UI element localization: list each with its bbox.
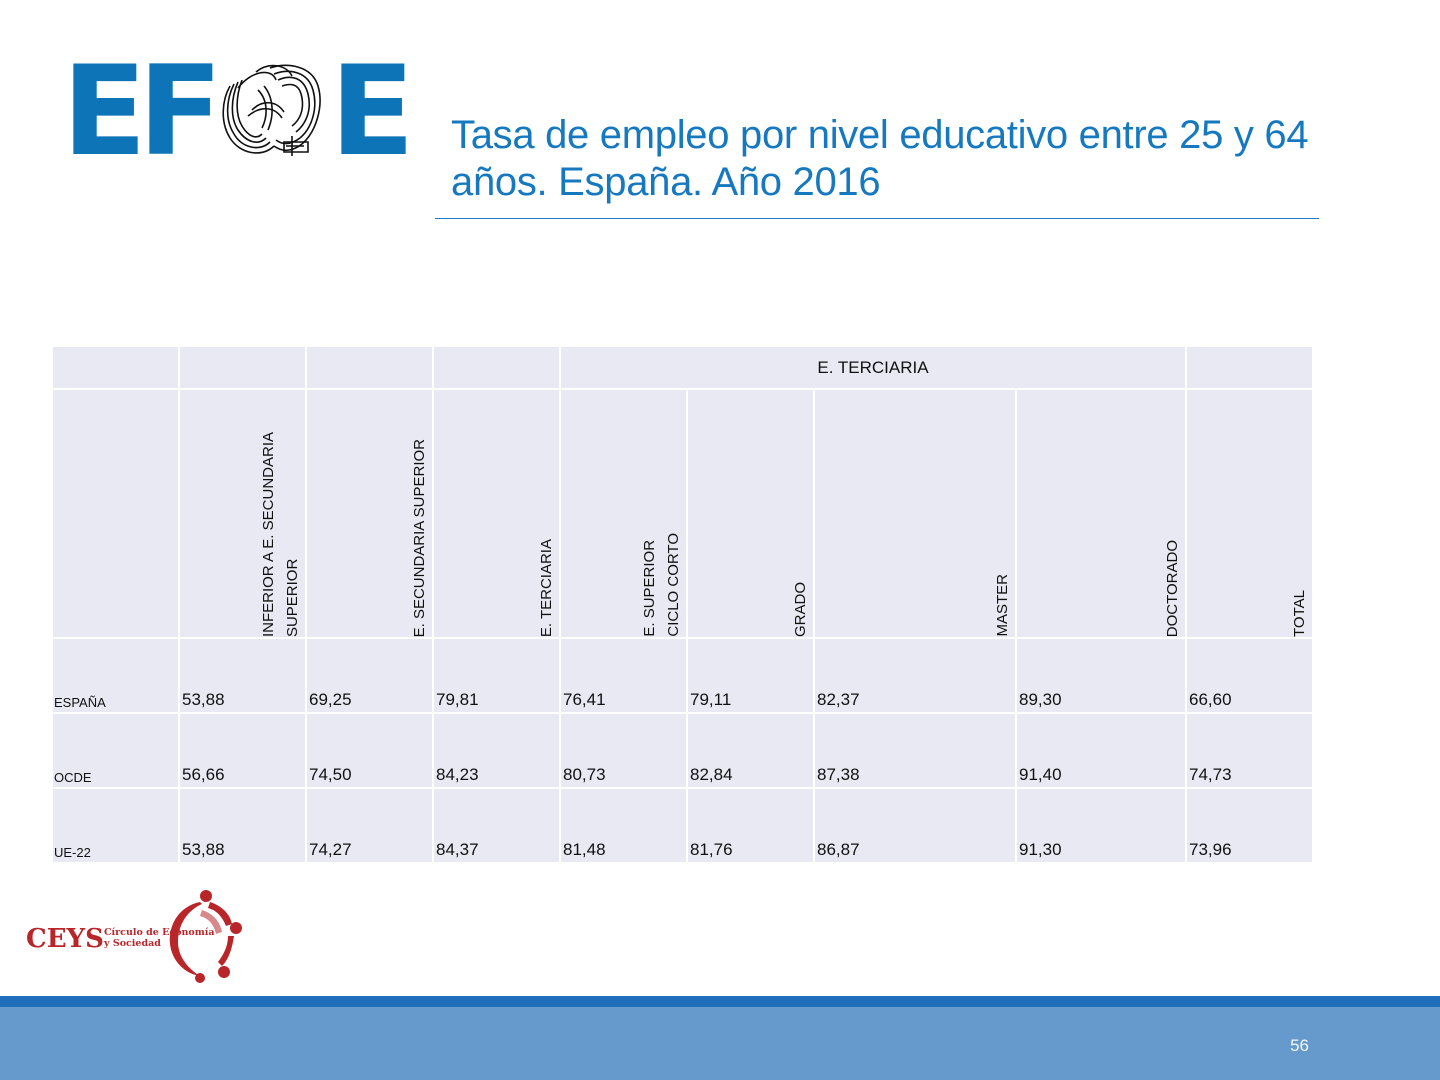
table-cell: 74,73 xyxy=(1187,714,1312,787)
header-cell xyxy=(180,347,305,388)
row-label: OCDE xyxy=(53,714,178,787)
table-row: ESPAÑA 53,88 69,25 79,81 76,41 79,11 82,… xyxy=(53,639,1312,712)
ceys-logo: CEYS Círculo de Economía y Sociedad xyxy=(22,888,244,986)
footer-accent-line xyxy=(0,996,1440,1007)
column-header: TOTAL xyxy=(1187,390,1312,637)
table-cell: 91,30 xyxy=(1017,789,1185,862)
logo-letter-e: E xyxy=(62,40,147,184)
table-cell: 80,73 xyxy=(561,714,686,787)
column-header: DOCTORADO xyxy=(1017,390,1185,637)
table-cell: 81,48 xyxy=(561,789,686,862)
ceys-people-circle-icon xyxy=(169,890,242,983)
employment-rate-table: E. TERCIARIA INFERIOR A E. SECUNDARIA SU… xyxy=(51,345,1314,864)
column-header-label: CICLO CORTO xyxy=(665,533,682,637)
column-header: E. TERCIARIA xyxy=(434,390,559,637)
column-header-label: MASTER xyxy=(994,574,1011,637)
header-cell xyxy=(53,347,178,388)
table-cell: 84,37 xyxy=(434,789,559,862)
table-cell: 53,88 xyxy=(180,789,305,862)
table-cell: 69,25 xyxy=(307,639,432,712)
table-cell: 86,87 xyxy=(815,789,1015,862)
efse-logo: E F E xyxy=(62,50,415,174)
title-divider xyxy=(435,218,1319,219)
page-number: 56 xyxy=(1290,1036,1309,1055)
ceys-subtitle-line: Círculo de Economía xyxy=(104,927,215,938)
ceys-subtitle: Círculo de Economía y Sociedad xyxy=(104,927,215,949)
header-cell xyxy=(1187,347,1312,388)
table-cell: 79,81 xyxy=(434,639,559,712)
column-header-label: INFERIOR A E. SECUNDARIA xyxy=(260,431,277,637)
table-cell: 76,41 xyxy=(561,639,686,712)
column-header-label: GRADO xyxy=(792,581,809,637)
table-cell: 74,27 xyxy=(307,789,432,862)
table-cell: 66,60 xyxy=(1187,639,1312,712)
column-header: E. SUPERIOR CICLO CORTO xyxy=(561,390,686,637)
header-cell xyxy=(307,347,432,388)
table-cell: 89,30 xyxy=(1017,639,1185,712)
table-column-header-row: INFERIOR A E. SECUNDARIA SUPERIOR E. SEC… xyxy=(53,390,1312,637)
column-header: E. SECUNDARIA SUPERIOR xyxy=(307,390,432,637)
logo-letter-e-2: E xyxy=(330,40,415,184)
group-header-terciaria: E. TERCIARIA xyxy=(561,347,1185,388)
footer-band xyxy=(0,1007,1440,1080)
table-cell: 56,66 xyxy=(180,714,305,787)
column-header: INFERIOR A E. SECUNDARIA SUPERIOR xyxy=(180,390,305,637)
header-cell xyxy=(434,347,559,388)
table-cell: 87,38 xyxy=(815,714,1015,787)
column-header-label: E. TERCIARIA xyxy=(538,538,555,637)
column-header-label: SUPERIOR xyxy=(284,558,301,637)
ceys-acronym: CEYS xyxy=(26,924,104,954)
column-header-label: E. SECUNDARIA SUPERIOR xyxy=(411,438,428,637)
column-header-label: E. SUPERIOR xyxy=(641,540,658,637)
table-cell: 82,37 xyxy=(815,639,1015,712)
table-row: OCDE 56,66 74,50 84,23 80,73 82,84 87,38… xyxy=(53,714,1312,787)
table-cell: 74,50 xyxy=(307,714,432,787)
table-cell: 53,88 xyxy=(180,639,305,712)
logo-letter-f: F xyxy=(138,40,223,184)
table-cell: 81,76 xyxy=(688,789,813,862)
table-row: UE-22 53,88 74,27 84,37 81,48 81,76 86,8… xyxy=(53,789,1312,862)
column-header-label: DOCTORADO xyxy=(1164,539,1181,637)
header-cell xyxy=(53,390,178,637)
slide-title: Tasa de empleo por nivel educativo entre… xyxy=(451,113,1309,204)
table-cell: 84,23 xyxy=(434,714,559,787)
table-group-header-row: E. TERCIARIA xyxy=(53,347,1312,388)
row-label: ESPAÑA xyxy=(53,639,178,712)
column-header-label: TOTAL xyxy=(1291,590,1308,637)
table-cell: 79,11 xyxy=(688,639,813,712)
row-label: UE-22 xyxy=(53,789,178,862)
column-header: MASTER xyxy=(815,390,1015,637)
ceys-subtitle-line: y Sociedad xyxy=(104,938,161,949)
efse-swirl-icon xyxy=(222,64,321,156)
table-cell: 82,84 xyxy=(688,714,813,787)
table-cell: 91,40 xyxy=(1017,714,1185,787)
table-cell: 73,96 xyxy=(1187,789,1312,862)
column-header: GRADO xyxy=(688,390,813,637)
